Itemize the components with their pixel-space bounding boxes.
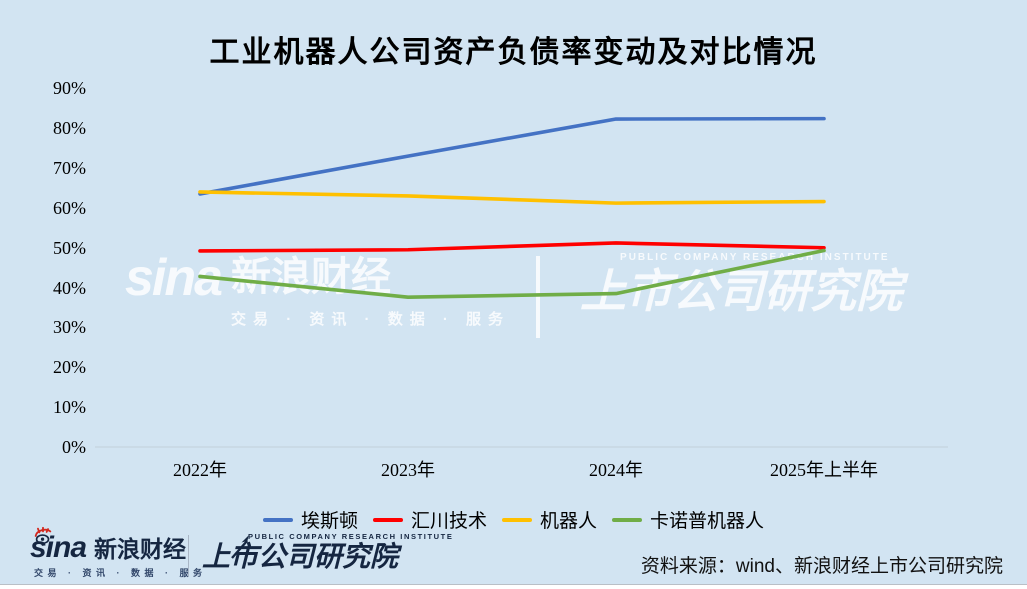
- legend-swatch: [612, 517, 643, 522]
- y-axis-tick-label: 30%: [53, 317, 86, 338]
- y-axis-tick-label: 10%: [53, 397, 86, 418]
- series-line-卡诺普机器人: [198, 248, 826, 299]
- series-line-机器人: [198, 190, 826, 205]
- legend-swatch: [502, 517, 532, 522]
- sina-brand-text: 新浪财经: [94, 536, 187, 562]
- legend-item-卡诺普机器人: 卡诺普机器人: [612, 506, 764, 533]
- y-axis-tick-label: 20%: [53, 357, 86, 378]
- x-axis-tick-label: 2024年: [589, 460, 643, 480]
- arrow-up-icon: [231, 535, 249, 559]
- series-line-汇川技术: [198, 241, 826, 253]
- y-axis-tick-label: 0%: [62, 437, 86, 457]
- legend-item-汇川技术: 汇川技术: [372, 506, 487, 533]
- x-axis-tick-label: 2023年: [381, 460, 435, 480]
- y-axis-tick-label: 90%: [53, 78, 86, 99]
- y-axis-tick-label: 60%: [53, 197, 86, 218]
- x-axis-tick-label: 2022年: [173, 460, 227, 480]
- sina-eye-icon: [34, 526, 52, 545]
- legend-swatch: [262, 517, 293, 522]
- institute-name-en: PUBLIC COMPANY RESEARCH INSTITUTE: [248, 532, 454, 541]
- sina-finance-logo: sina 新浪财经 交易 · 资讯 · 数据 · 服务: [30, 526, 207, 579]
- footer: sina 新浪财经 交易 · 资讯 · 数据 · 服务 PUBLIC COMPA…: [0, 526, 1027, 584]
- chart-title: 工业机器人公司资产负债率变动及对比情况: [209, 36, 818, 69]
- legend-label: 埃斯顿: [300, 511, 358, 532]
- legend-label: 汇川技术: [410, 511, 487, 532]
- bottom-strip: [0, 584, 1027, 589]
- line-chart-plot: [95, 116, 948, 448]
- sina-wordmark: sina: [30, 531, 87, 564]
- institute-logo: PUBLIC COMPANY RESEARCH INSTITUTE 上市公司研究…: [202, 532, 453, 573]
- legend-label: 卡诺普机器人: [650, 511, 765, 532]
- y-axis-tick-label: 50%: [53, 237, 86, 258]
- legend-swatch: [372, 517, 403, 522]
- x-axis-tick-label: 2025年上半年: [770, 460, 878, 480]
- data-source-text: 资料来源：wind、新浪财经上市公司研究院: [640, 556, 1003, 577]
- footer-divider: [188, 535, 189, 577]
- y-axis-tick-label: 70%: [53, 158, 86, 179]
- legend-item-机器人: 机器人: [502, 506, 597, 533]
- sina-tagline: 交易 · 资讯 · 数据 · 服务: [34, 568, 207, 578]
- y-axis-tick-label: 80%: [53, 118, 86, 139]
- series-line-埃斯顿: [198, 116, 826, 196]
- y-axis-tick-label: 40%: [53, 277, 86, 298]
- legend: 埃斯顿 汇川技术 机器人 卡诺普机器人: [0, 506, 1027, 533]
- legend-label: 机器人: [540, 511, 598, 532]
- legend-item-埃斯顿: 埃斯顿: [262, 506, 358, 533]
